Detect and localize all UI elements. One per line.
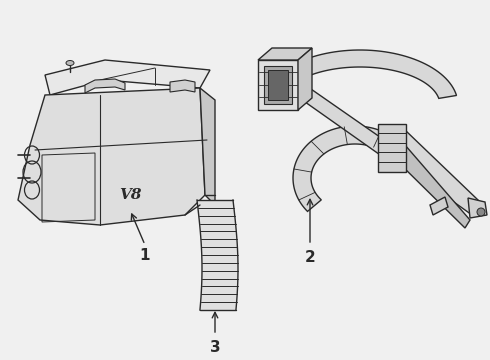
Polygon shape (293, 126, 413, 211)
Text: 1: 1 (140, 248, 150, 262)
Polygon shape (258, 60, 298, 110)
Polygon shape (170, 80, 195, 92)
Polygon shape (298, 48, 312, 110)
Polygon shape (468, 198, 487, 218)
Polygon shape (258, 48, 312, 60)
Polygon shape (18, 88, 205, 225)
Polygon shape (264, 66, 292, 104)
Ellipse shape (66, 60, 74, 66)
Polygon shape (200, 88, 215, 205)
Polygon shape (398, 130, 478, 215)
Circle shape (477, 208, 485, 216)
Polygon shape (197, 200, 238, 310)
Polygon shape (264, 50, 457, 98)
Polygon shape (298, 80, 413, 166)
Polygon shape (85, 79, 125, 93)
Polygon shape (430, 197, 448, 215)
Polygon shape (378, 124, 406, 172)
Text: 3: 3 (210, 341, 220, 356)
Polygon shape (45, 60, 210, 95)
Polygon shape (398, 145, 470, 228)
Text: V8: V8 (119, 188, 141, 202)
Text: 2: 2 (305, 251, 316, 266)
Polygon shape (268, 70, 288, 100)
